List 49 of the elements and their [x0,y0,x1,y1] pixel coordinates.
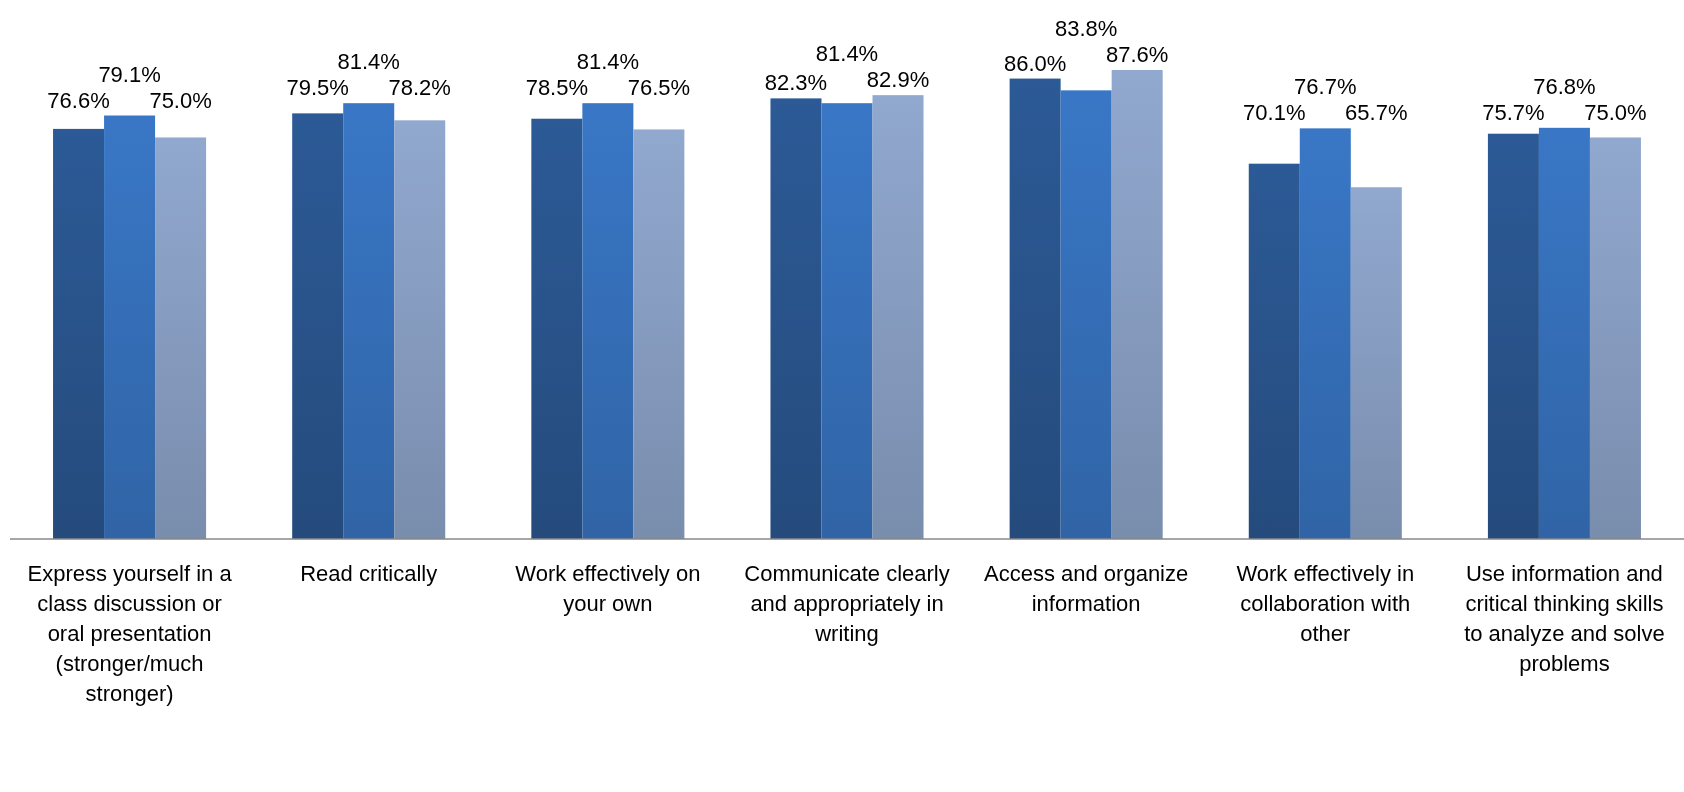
data-label: 86.0% [1003,50,1067,76]
x-tick-label: Use information and critical thinking skills to analyze and solve problems [1464,561,1665,676]
data-label: 87.6% [1105,42,1169,67]
data-label: 78.2% [388,75,451,101]
bar [582,103,634,539]
data-label: 75.7% [1482,99,1545,125]
data-label: 79.5% [286,75,349,101]
data-label: 81.4% [337,49,400,75]
data-label: 70.1% [1243,100,1306,126]
data-label: 76.5% [627,75,691,101]
bar [1487,133,1539,539]
bar [1060,90,1112,539]
bar [1111,70,1163,539]
bar [770,98,822,539]
bar [1350,187,1402,539]
data-label: 79.1% [98,61,161,87]
x-tick-label: Read critically [300,561,438,586]
data-label: 81.4% [576,49,640,75]
data-label: 82.9% [866,67,930,93]
bar [104,115,156,539]
bar [343,103,395,539]
bar [821,103,873,539]
data-label: 78.5% [525,75,589,101]
data-label: 76.6% [47,87,110,113]
x-tick-label: Communicate clearly and appropriately in writing [744,561,950,646]
x-tick-label: Express yourself in a class discussion or oral presentation (stronger/much stronger) [27,561,233,706]
bar [1589,137,1641,539]
data-label: 76.7% [1294,74,1357,100]
bar [1538,127,1590,539]
data-label: 75.0% [149,87,212,113]
data-label: 65.7% [1345,100,1408,126]
x-tick-label: Work effectively on your own [515,561,701,616]
bar [1009,78,1061,539]
bar [1248,163,1300,539]
bar [872,95,924,539]
x-tick-label: Access and organize information [984,561,1189,616]
bar [633,129,685,539]
bar [531,118,583,539]
data-label: 83.8% [1054,16,1118,41]
bar [155,137,207,539]
data-label: 81.4% [815,41,879,67]
data-label: 76.8% [1533,73,1596,99]
bar [1299,128,1351,539]
data-label: 82.3% [764,70,828,96]
bar [53,128,105,539]
bar [292,113,344,539]
x-tick-label: Work effectively in collaboration with other [1236,561,1415,646]
bar [394,120,446,539]
data-label: 75.0% [1584,99,1647,125]
